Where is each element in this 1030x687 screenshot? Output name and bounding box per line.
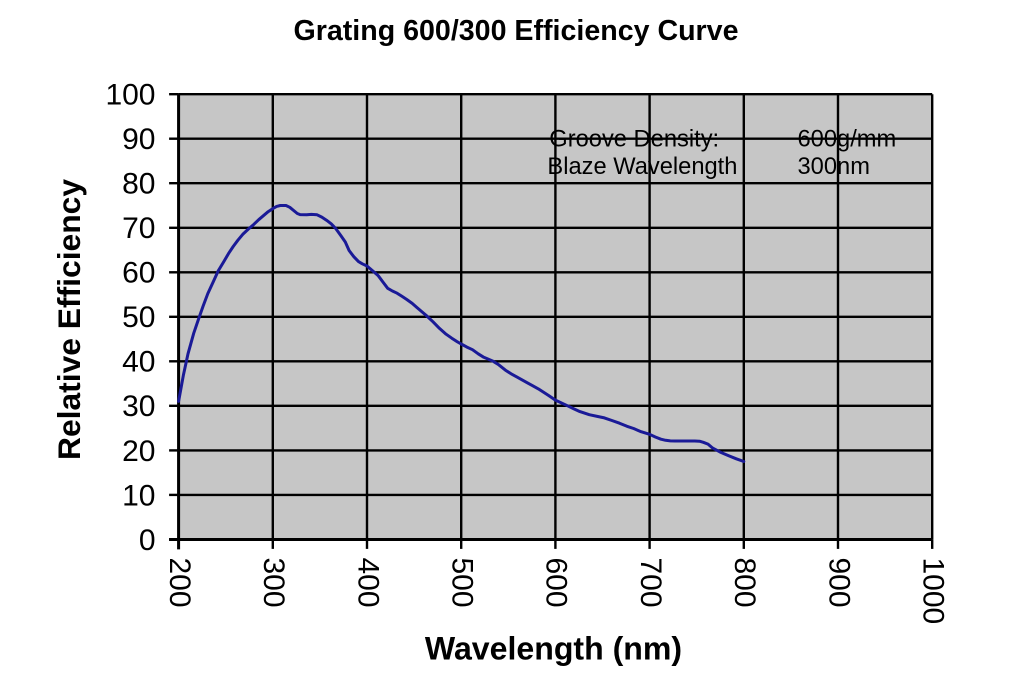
svg-text:90: 90 bbox=[122, 123, 155, 156]
svg-text:400: 400 bbox=[351, 558, 384, 608]
svg-text:700: 700 bbox=[634, 558, 667, 608]
svg-text:900: 900 bbox=[822, 558, 855, 608]
svg-text:500: 500 bbox=[446, 558, 479, 608]
svg-text:300nm: 300nm bbox=[798, 154, 870, 180]
svg-text:50: 50 bbox=[122, 301, 155, 334]
svg-text:Blaze Wavelength: Blaze Wavelength bbox=[547, 154, 737, 180]
svg-text:100: 100 bbox=[105, 79, 155, 112]
svg-text:800: 800 bbox=[728, 558, 761, 608]
svg-text:Relative Efficiency: Relative Efficiency bbox=[51, 179, 87, 460]
svg-text:1000: 1000 bbox=[917, 558, 950, 625]
svg-text:80: 80 bbox=[122, 168, 155, 201]
svg-text:600: 600 bbox=[540, 558, 573, 608]
svg-text:0: 0 bbox=[139, 524, 156, 557]
svg-text:Grating 600/300 Efficiency Cur: Grating 600/300 Efficiency Curve bbox=[294, 15, 739, 47]
svg-text:30: 30 bbox=[122, 390, 155, 423]
svg-text:70: 70 bbox=[122, 212, 155, 245]
svg-text:Wavelength (nm): Wavelength (nm) bbox=[425, 631, 682, 667]
svg-text:60: 60 bbox=[122, 257, 155, 290]
svg-text:200: 200 bbox=[163, 558, 196, 608]
svg-text:20: 20 bbox=[122, 435, 155, 468]
svg-text:10: 10 bbox=[122, 479, 155, 512]
svg-text:40: 40 bbox=[122, 346, 155, 379]
svg-text:300: 300 bbox=[257, 558, 290, 608]
